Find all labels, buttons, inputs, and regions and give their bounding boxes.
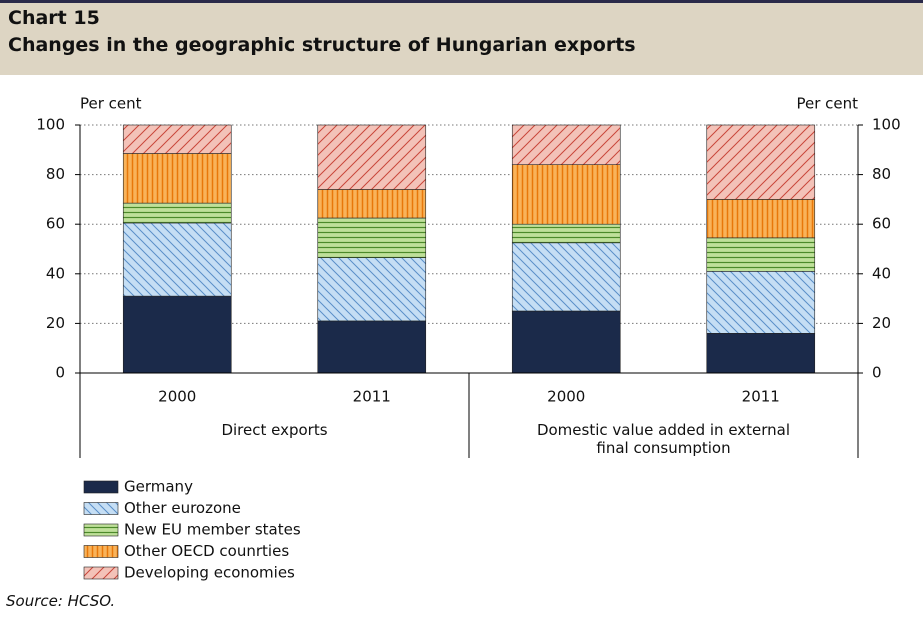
y-axis-label: Per cent (80, 95, 142, 113)
y2-tick-label: 0 (872, 364, 882, 382)
source: Source: HCSO. (6, 592, 116, 610)
x-tick-label: 2011 (742, 388, 780, 406)
x-tick-label: 2000 (158, 388, 196, 406)
legend-label: Other OECD counrties (124, 542, 289, 560)
y-tick-label: 20 (46, 314, 65, 332)
header: Chart 15 Changes in the geographic struc… (0, 0, 923, 75)
bar-segment (122, 153, 232, 204)
bar-segment (706, 237, 816, 272)
legend-swatch (83, 545, 119, 558)
legend-label: Germany (124, 478, 193, 496)
bar-segment (511, 164, 621, 225)
bar-segment (706, 199, 816, 239)
legend-swatch (83, 502, 119, 515)
bar-segment (706, 333, 816, 374)
legend-label: New EU member states (124, 521, 301, 539)
bar-segment (317, 217, 427, 258)
bar-segment (511, 223, 621, 244)
bar-segment (511, 310, 621, 374)
group-label: Direct exports (221, 421, 328, 439)
x-tick-label: 2011 (353, 388, 391, 406)
y2-axis-label: Per cent (796, 95, 858, 113)
bar-segment (706, 124, 816, 200)
legend-swatch (83, 566, 119, 580)
group-label: Domestic value added in external final c… (536, 421, 791, 457)
chart-title: Changes in the geographic structure of H… (8, 34, 636, 56)
bar-segment (122, 295, 232, 374)
legend-swatch (83, 523, 119, 537)
bar-segment (317, 257, 427, 322)
y-tick-label: 40 (46, 264, 65, 282)
bar-segment (511, 242, 621, 312)
y2-tick-label: 100 (872, 116, 901, 134)
legend-label: Developing economies (124, 564, 295, 582)
bar-segment (317, 124, 427, 190)
y2-tick-label: 80 (872, 165, 891, 183)
bar-segment (122, 202, 232, 224)
bar-segment (317, 189, 427, 219)
chart-number: Chart 15 (8, 7, 100, 29)
legend-label: Other eurozone (124, 499, 241, 517)
bar-segment (706, 271, 816, 334)
bar-segment (122, 124, 232, 154)
y-tick-label: 0 (55, 364, 65, 382)
y2-tick-label: 60 (872, 215, 891, 233)
y-tick-label: 60 (46, 215, 65, 233)
y2-tick-label: 40 (872, 264, 891, 282)
x-tick-label: 2000 (547, 388, 585, 406)
legend-swatch (83, 480, 119, 494)
y-tick-label: 80 (46, 165, 65, 183)
y2-tick-label: 20 (872, 314, 891, 332)
bar-segment (317, 320, 427, 374)
bar-segment (511, 124, 621, 165)
y-tick-label: 100 (36, 116, 65, 134)
bar-segment (122, 222, 232, 297)
